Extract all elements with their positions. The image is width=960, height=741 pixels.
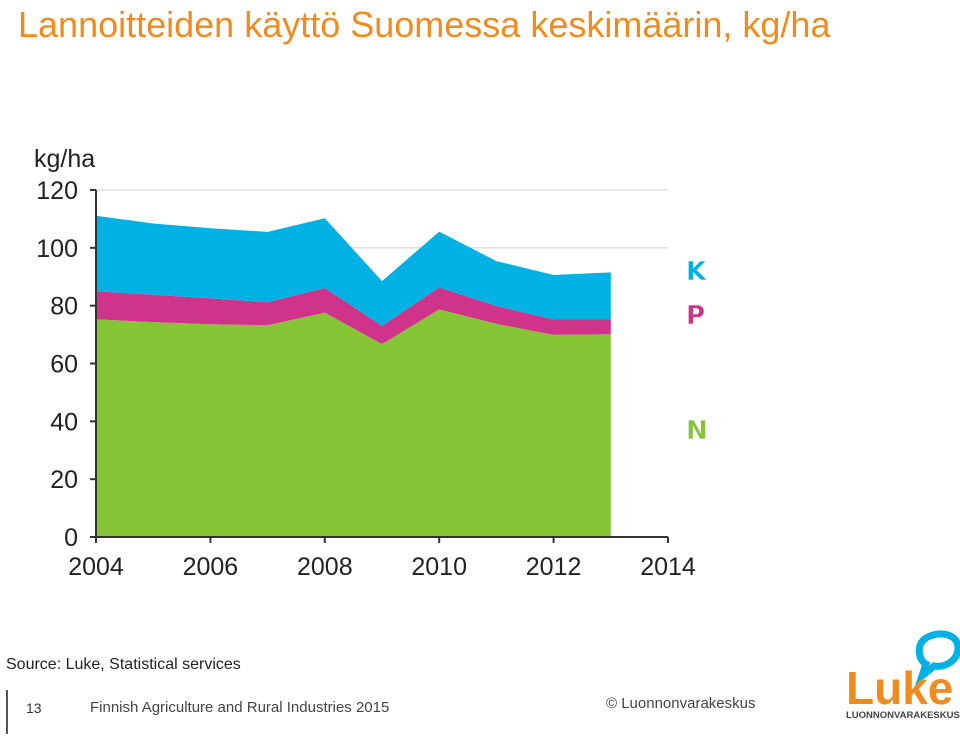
y-tick-label: 0 xyxy=(64,524,78,552)
series-label-K: K xyxy=(686,257,707,287)
y-tick-label: 40 xyxy=(50,408,78,436)
x-tick-label: 2012 xyxy=(526,553,582,581)
footer-divider xyxy=(6,690,8,734)
slide-title: Lannoitteiden käyttö Suomessa keskimääri… xyxy=(18,4,831,45)
logo-subtext: LUONNONVARAKESKUS xyxy=(846,710,960,721)
page-number: 13 xyxy=(26,700,42,716)
footer-text: Finnish Agriculture and Rural Industries… xyxy=(90,699,390,716)
copyright-text: © Luonnonvarakeskus xyxy=(606,695,756,712)
series-label-P: P xyxy=(686,301,705,331)
y-tick-label: 20 xyxy=(50,466,78,494)
chart-areas xyxy=(96,215,611,537)
area-K xyxy=(96,215,611,326)
source-note: Source: Luke, Statistical services xyxy=(6,656,241,673)
x-tick-label: 2014 xyxy=(640,553,696,581)
x-tick-label: 2010 xyxy=(411,553,467,581)
area-N xyxy=(96,309,611,537)
x-tick-label: 2004 xyxy=(68,553,124,581)
y-tick-label: 120 xyxy=(36,177,78,205)
logo-wordmark: Luke xyxy=(846,662,953,714)
stacked-area-chart: 0 20 40 60 80 100 120 kg/ha 2004 2006 2008 2010 2012… xyxy=(34,145,708,581)
y-tick-label: 100 xyxy=(36,235,78,263)
y-axis-label: kg/ha xyxy=(34,145,95,173)
leaf-speech-icon xyxy=(914,630,960,687)
x-tick-label: 2006 xyxy=(183,553,239,581)
chart-axes xyxy=(90,189,669,543)
chart-labels: 0 20 40 60 80 100 120 kg/ha 2004 2006 2008 2010 2012… xyxy=(34,145,708,581)
y-tick-label: 60 xyxy=(50,351,78,379)
luke-logo: Luke LUONNONVARAKESKUS xyxy=(846,630,960,721)
area-P xyxy=(96,287,611,345)
y-tick-label: 80 xyxy=(50,293,78,321)
x-tick-label: 2008 xyxy=(297,553,353,581)
series-label-N: N xyxy=(686,416,708,446)
